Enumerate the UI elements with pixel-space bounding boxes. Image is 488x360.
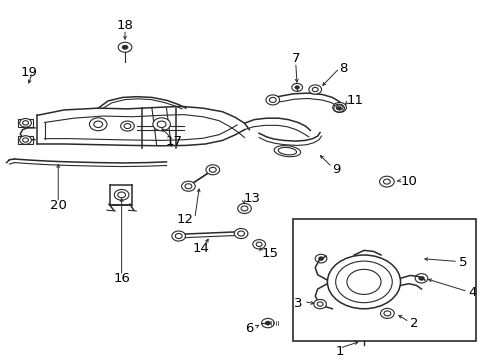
Circle shape	[269, 98, 276, 103]
Text: 19: 19	[20, 66, 38, 79]
Circle shape	[237, 203, 251, 213]
Circle shape	[318, 257, 323, 261]
Circle shape	[20, 136, 31, 144]
Circle shape	[252, 240, 265, 249]
Text: 15: 15	[262, 247, 279, 260]
Circle shape	[94, 121, 102, 127]
Circle shape	[237, 231, 244, 236]
Bar	[293, 219, 475, 341]
Circle shape	[205, 165, 219, 175]
Circle shape	[264, 321, 270, 325]
Circle shape	[256, 242, 262, 247]
Text: 20: 20	[50, 199, 66, 212]
Circle shape	[22, 121, 28, 125]
Text: 18: 18	[116, 19, 133, 32]
Text: 5: 5	[458, 256, 467, 269]
Bar	[18, 119, 33, 127]
Circle shape	[383, 179, 389, 184]
Bar	[18, 136, 33, 144]
Circle shape	[118, 192, 125, 198]
Circle shape	[380, 309, 393, 319]
Text: 8: 8	[339, 62, 347, 75]
Circle shape	[241, 206, 247, 211]
Circle shape	[332, 103, 346, 112]
Text: 2: 2	[409, 316, 418, 330]
Text: 16: 16	[113, 272, 130, 285]
Text: 13: 13	[243, 192, 260, 205]
Circle shape	[383, 311, 390, 316]
Circle shape	[317, 302, 323, 306]
Circle shape	[234, 229, 247, 239]
Text: 9: 9	[331, 163, 340, 176]
Text: 14: 14	[192, 242, 209, 255]
Text: 17: 17	[165, 135, 182, 148]
Circle shape	[121, 121, 134, 131]
Circle shape	[124, 123, 131, 129]
Text: 7: 7	[291, 51, 299, 64]
Text: 10: 10	[400, 175, 417, 188]
Circle shape	[312, 87, 318, 92]
Text: 3: 3	[293, 297, 302, 310]
Circle shape	[157, 121, 165, 127]
Circle shape	[181, 181, 195, 191]
Circle shape	[89, 118, 107, 131]
Text: 4: 4	[468, 286, 476, 299]
Circle shape	[22, 138, 28, 142]
Circle shape	[175, 234, 182, 239]
Text: 12: 12	[176, 213, 193, 226]
Circle shape	[308, 85, 321, 94]
Circle shape	[114, 189, 129, 200]
Text: 11: 11	[346, 94, 363, 108]
Circle shape	[122, 45, 128, 50]
Circle shape	[20, 118, 31, 127]
Circle shape	[153, 118, 170, 131]
Circle shape	[335, 105, 342, 110]
Circle shape	[379, 176, 393, 187]
Circle shape	[313, 300, 326, 309]
Circle shape	[336, 107, 341, 110]
Circle shape	[418, 276, 424, 280]
Circle shape	[171, 231, 185, 241]
Circle shape	[209, 167, 216, 172]
Circle shape	[294, 86, 299, 89]
Text: 1: 1	[335, 345, 343, 357]
Circle shape	[265, 95, 279, 105]
Circle shape	[184, 184, 191, 189]
Text: 6: 6	[244, 322, 253, 335]
